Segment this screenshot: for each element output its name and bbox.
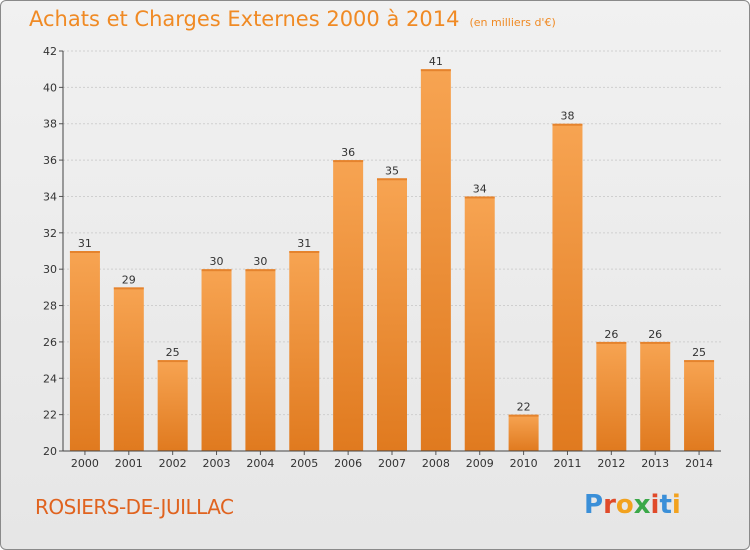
x-tick-label: 2009 bbox=[466, 457, 494, 470]
bar bbox=[596, 341, 627, 451]
chart-subtitle: (en milliers d'€) bbox=[469, 16, 556, 29]
logo-letter: i bbox=[671, 490, 681, 520]
bar bbox=[508, 414, 539, 451]
logo-letter: r bbox=[603, 490, 616, 520]
y-tick-label: 24 bbox=[43, 372, 57, 385]
bar-top-edge bbox=[684, 360, 715, 363]
x-tick-label: 2003 bbox=[203, 457, 231, 470]
data-label: 22 bbox=[517, 401, 531, 414]
data-label: 25 bbox=[692, 346, 706, 359]
data-label: 36 bbox=[341, 146, 355, 159]
bar-top-edge bbox=[201, 269, 232, 272]
y-tick-label: 42 bbox=[43, 45, 57, 58]
bar bbox=[640, 341, 671, 451]
data-label: 31 bbox=[78, 237, 92, 250]
y-tick-label: 34 bbox=[43, 190, 57, 203]
logo-letter: o bbox=[615, 490, 634, 520]
bar bbox=[245, 269, 276, 451]
x-tick-label: 2012 bbox=[597, 457, 625, 470]
bar-top-edge bbox=[464, 196, 495, 199]
y-tick-label: 32 bbox=[43, 227, 57, 240]
data-label: 29 bbox=[122, 273, 136, 286]
logo-letter: t bbox=[659, 490, 672, 520]
x-tick-label: 2000 bbox=[71, 457, 99, 470]
bar-top-edge bbox=[420, 69, 451, 72]
y-tick-label: 22 bbox=[43, 409, 57, 422]
data-label: 30 bbox=[210, 255, 224, 268]
y-tick-label: 26 bbox=[43, 336, 57, 349]
data-label: 34 bbox=[473, 182, 487, 195]
bar-top-edge bbox=[245, 269, 276, 272]
chart-title-text: Achats et Charges Externes 2000 à 2014 bbox=[29, 7, 460, 31]
logo-letter: i bbox=[650, 490, 660, 520]
x-tick-label: 2011 bbox=[553, 457, 581, 470]
bar-top-edge bbox=[377, 178, 407, 181]
bars: 31 29 25 30 30 31 36 35 41 34 22 38 26 26 25 bbox=[69, 55, 715, 452]
data-label: 26 bbox=[648, 328, 662, 341]
y-tick-label: 28 bbox=[43, 300, 57, 313]
bar bbox=[201, 269, 232, 451]
bar bbox=[113, 287, 144, 451]
x-tick-label: 2007 bbox=[378, 457, 406, 470]
bar-top-edge bbox=[157, 360, 188, 363]
x-tick-label: 2005 bbox=[290, 457, 318, 470]
bar bbox=[69, 251, 100, 451]
bar bbox=[157, 360, 188, 451]
logo-letter: x bbox=[633, 490, 651, 520]
x-tick-label: 2004 bbox=[246, 457, 274, 470]
x-tick-label: 2002 bbox=[159, 457, 187, 470]
x-tick-label: 2014 bbox=[685, 457, 713, 470]
data-label: 26 bbox=[604, 328, 618, 341]
x-tick-label: 2006 bbox=[334, 457, 362, 470]
bar bbox=[684, 360, 715, 451]
data-label: 35 bbox=[385, 164, 399, 177]
x-tick-label: 2008 bbox=[422, 457, 450, 470]
bar bbox=[464, 196, 495, 451]
bar bbox=[552, 123, 583, 452]
bar bbox=[377, 178, 407, 452]
bar-top-edge bbox=[596, 341, 627, 344]
bar-top-edge bbox=[508, 414, 539, 417]
data-label: 31 bbox=[297, 237, 311, 250]
bar-top-edge bbox=[640, 341, 671, 344]
bar-top-edge bbox=[333, 160, 364, 163]
axes: 20 22 24 26 28 30 32 34 36 38 40 42 2000 2001 2002 2003… bbox=[43, 45, 721, 470]
proxiti-logo: Proxiti bbox=[584, 490, 681, 520]
y-tick-label: 20 bbox=[43, 445, 57, 458]
bar bbox=[289, 251, 320, 451]
data-label: 25 bbox=[166, 346, 180, 359]
data-label: 30 bbox=[253, 255, 267, 268]
x-tick-label: 2001 bbox=[115, 457, 143, 470]
bar-top-edge bbox=[552, 123, 583, 126]
data-label: 38 bbox=[560, 110, 574, 123]
y-tick-label: 38 bbox=[43, 118, 57, 131]
bar bbox=[333, 160, 364, 451]
y-tick-label: 40 bbox=[43, 81, 57, 94]
y-tick-label: 36 bbox=[43, 154, 57, 167]
x-tick-label: 2010 bbox=[510, 457, 538, 470]
chart-title: Achats et Charges Externes 2000 à 2014 (e… bbox=[29, 7, 556, 31]
x-tick-label: 2013 bbox=[641, 457, 669, 470]
bar-top-edge bbox=[113, 287, 144, 290]
bar-top-edge bbox=[69, 251, 100, 253]
commune-name: ROSIERS-DE-JUILLAC bbox=[35, 495, 234, 519]
bar-top-edge bbox=[289, 251, 320, 253]
logo-letter: P bbox=[584, 490, 604, 520]
y-tick-label: 30 bbox=[43, 263, 57, 276]
bar bbox=[420, 69, 451, 451]
data-label: 41 bbox=[429, 55, 443, 68]
